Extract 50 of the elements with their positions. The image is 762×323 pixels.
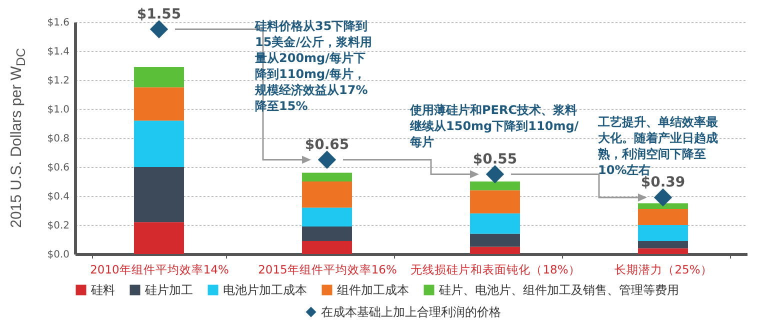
- bar: [470, 234, 520, 247]
- bar: [134, 167, 184, 222]
- x-tick-label: 无线损硅片和表面钝化（18%）: [410, 262, 580, 276]
- legend-label: 硅料: [90, 283, 115, 297]
- y-tick-label: $1.4: [47, 46, 70, 58]
- y-tick-label: $0.2: [47, 220, 70, 232]
- data-label: $0.39: [640, 174, 686, 190]
- legend-label: 电池片加工成本: [223, 283, 307, 297]
- bar: [638, 248, 688, 254]
- bar: [470, 190, 520, 214]
- point: [150, 20, 168, 38]
- y-tick-label: $0.8: [47, 134, 70, 144]
- bar: [638, 240, 688, 248]
- x-tick-label: 长期潜力（25%）: [614, 262, 712, 276]
- bar: [638, 203, 688, 210]
- data-label: $1.55: [136, 6, 182, 22]
- legend-label: 组件加工成本: [337, 283, 409, 297]
- y-tick-label: $1.6: [47, 18, 70, 28]
- bar: [302, 240, 352, 254]
- legend-label: 硅片加工: [144, 283, 193, 297]
- annotation: 硅料价格从35下降到15美金/公斤，浆料用量从200mg/每片下降到110mg/每片，规模经济效益从17%降至15%: [255, 18, 373, 114]
- bar: [470, 182, 520, 190]
- bar: [302, 182, 352, 208]
- point: [486, 165, 504, 184]
- bar: [134, 222, 184, 254]
- point: [318, 150, 336, 169]
- annotation: 工艺提升、单结效率最大化。随着产业日趋成熟，利润空间下降至10%左右: [598, 114, 719, 177]
- x-tick-label: 2015年组件平均效率16%: [258, 262, 397, 276]
- y-tick-label: $0.6: [47, 162, 70, 174]
- point: [654, 188, 672, 207]
- bar: [470, 246, 520, 254]
- annotation: 使用薄硅片和PERC技术、浆料继续从150mg下降到110mg/每片: [410, 102, 580, 150]
- bar: [638, 225, 688, 241]
- legend-label: 在成本基础上加上合理利润的价格: [321, 305, 501, 319]
- bar: [134, 87, 184, 121]
- data-label: $0.65: [304, 136, 350, 153]
- legend-label: 硅片、电池片、组件加工及销售、管理等费用: [438, 283, 679, 297]
- y-tick-label: $1.0: [47, 104, 70, 116]
- data-label: $0.55: [472, 151, 518, 168]
- bar: [302, 208, 352, 226]
- y-tick-label: $1.2: [47, 76, 70, 86]
- y-tick-label: $0.0: [47, 250, 70, 260]
- bar: [302, 226, 352, 241]
- bar: [134, 120, 184, 167]
- bar: [470, 213, 520, 234]
- y-tick-label: $0.4: [47, 192, 70, 202]
- bar: [134, 66, 184, 88]
- bar: [302, 172, 352, 182]
- bar: [638, 209, 688, 225]
- x-tick-label: 2010年组件平均效率14%: [90, 262, 229, 276]
